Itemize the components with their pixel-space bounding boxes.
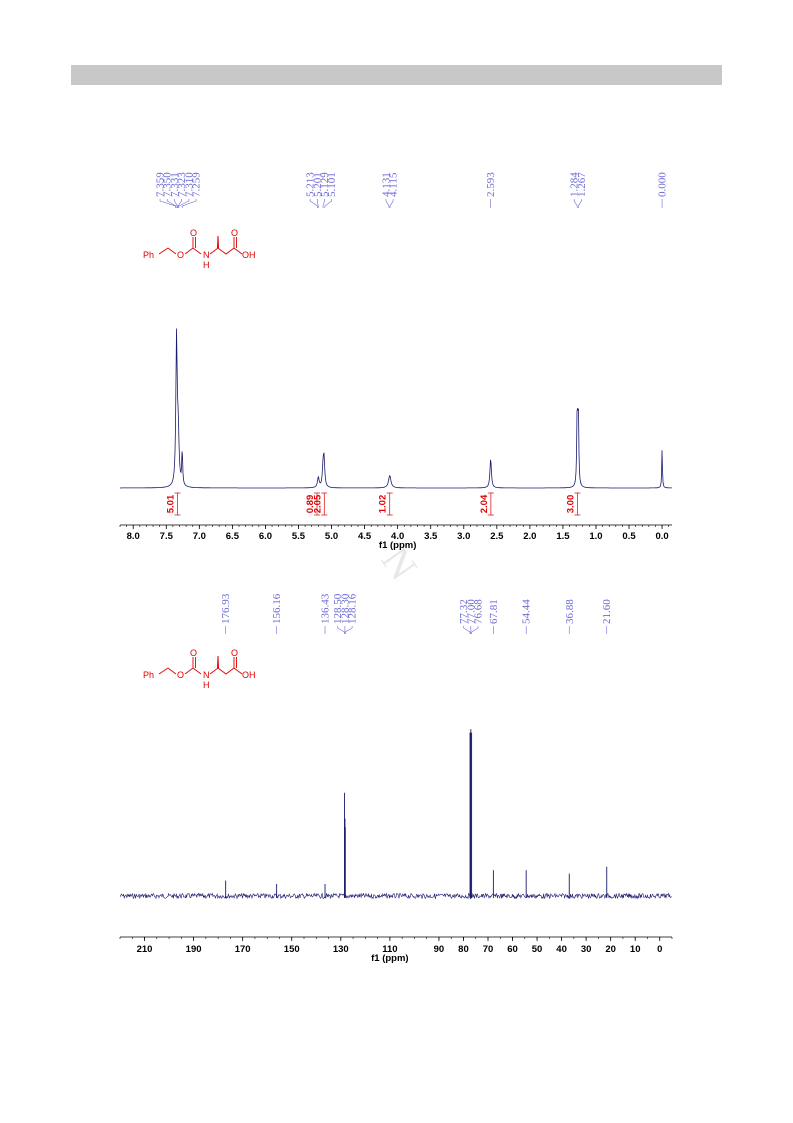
- carbonyl-o-label: O: [190, 228, 197, 238]
- c13-spectrum: 210 190 170 150 130 110 90 80 70 60 50 40 30 20 10 0 f1 …: [119, 593, 673, 964]
- h1-x-tick-label: 6.0: [259, 531, 272, 542]
- h1-integral-value: 2.05: [312, 494, 323, 513]
- ether-o-label: O: [177, 250, 184, 260]
- h1-peak-label: 5.201: [312, 172, 324, 197]
- c13-x-tick-label: 70: [483, 944, 494, 955]
- h1-x-tick-label: 2.5: [490, 531, 504, 542]
- h1-spectrum-line: [120, 328, 672, 489]
- h1-x-tick-label: 6.5: [226, 531, 240, 542]
- h1-integral: 5.01: [166, 492, 181, 516]
- c13-peak-label: 76.68: [473, 599, 485, 624]
- h1-peak-label: 4.131: [380, 172, 392, 197]
- oh-label-c13: OH: [242, 670, 256, 680]
- c13-x-tick-label: 90: [434, 944, 445, 955]
- c13-peak-label: 176.93: [220, 593, 232, 624]
- c13-peak-label: 36.88: [564, 599, 576, 624]
- h1-integral-value: 3.00: [565, 495, 576, 514]
- h1-x-tick-label: 0.5: [622, 531, 636, 542]
- acid-o-label-c13: O: [231, 648, 238, 658]
- c13-peak-label: 128.30: [339, 593, 351, 624]
- h1-peak-label: 7.323: [176, 172, 188, 197]
- c13-x-axis-title: f1 (ppm): [371, 953, 408, 964]
- c13-x-tick-label: 30: [581, 944, 592, 955]
- h1-x-tick-label: 3.5: [424, 531, 438, 542]
- h1-x-tick-label: 1.0: [589, 531, 602, 542]
- n-label: N: [203, 250, 210, 260]
- c13-x-tick-label: 0: [657, 944, 662, 955]
- h1-peak-label: 4.115: [388, 172, 400, 197]
- c13-x-tick-label: 50: [532, 944, 543, 955]
- h-label-c13: H: [203, 680, 210, 690]
- h1-integral: 2.04: [479, 492, 494, 516]
- h-label: H: [203, 260, 210, 270]
- c13-x-tick-label: 150: [284, 944, 300, 955]
- h1-x-tick-label: 4.5: [358, 531, 372, 542]
- h1-integral: 3.00: [565, 492, 581, 516]
- c13-x-tick-label: 190: [186, 944, 202, 955]
- h1-integral: 0.89: [305, 492, 321, 516]
- c13-x-tick-label: 130: [333, 944, 349, 955]
- structure-c13: Ph O O N H O OH: [143, 648, 256, 690]
- carbonyl-o-label-c13: O: [190, 648, 197, 658]
- h1-integral-value: 1.02: [378, 495, 389, 514]
- ph-label-c13: Ph: [143, 670, 154, 680]
- c13-peak-label: 21.60: [601, 599, 613, 624]
- h1-x-tick-label: 2.0: [523, 531, 536, 542]
- h1-x-tick-label: 0.0: [655, 531, 668, 542]
- c13-x-tick-label: 170: [235, 944, 251, 955]
- h1-peak-label: 7.350: [162, 172, 174, 197]
- h1-x-axis-title: f1 (ppm): [379, 540, 416, 551]
- h1-integral-value: 2.04: [479, 494, 490, 513]
- c13-x-tick-label: 60: [507, 944, 518, 955]
- h1-peak-label: 1.284: [569, 172, 581, 197]
- c13-peak-label: 77.00: [465, 599, 477, 624]
- c13-peak-label: 77.32: [458, 599, 470, 624]
- c13-x-tick-label: 210: [137, 944, 153, 955]
- h1-x-tick-label: 1.5: [556, 531, 570, 542]
- h1-integral-value: 5.01: [166, 494, 177, 513]
- h1-peak-label: 5.213: [305, 172, 317, 197]
- h1-x-tick-label: 3.0: [457, 531, 470, 542]
- h1-integral: 2.05: [312, 492, 328, 516]
- h1-peak-label: 0.000: [657, 172, 669, 197]
- h1-peak-label: 7.310: [183, 172, 195, 197]
- h1-x-tick-label: 4.0: [391, 531, 404, 542]
- n-label-c13: N: [203, 670, 210, 680]
- c13-peak-label: 67.81: [488, 599, 500, 624]
- c13-peak-label: 54.44: [521, 599, 533, 624]
- h1-integral-value: 0.89: [305, 495, 316, 514]
- h1-spectrum: 8.0 7.5 7.0 6.5 6.0 5.5 5.0 4.5 4.0 3.5 3.0 2.5 2.0 1…: [119, 172, 672, 551]
- c13-x-tick-label: 110: [382, 944, 397, 955]
- h1-peak-label: 2.593: [485, 172, 497, 197]
- c13-peak-label: 128.16: [347, 593, 359, 624]
- h1-peak-label: 1.267: [576, 172, 588, 197]
- h1-x-tick-label: 5.0: [325, 531, 338, 542]
- c13-x-tick-label: 80: [458, 944, 469, 955]
- header-bar: [71, 65, 722, 85]
- h1-peak-label: 7.359: [155, 172, 167, 197]
- h1-x-tick-label: 8.0: [127, 531, 140, 542]
- c13-x-tick-label: 40: [556, 944, 567, 955]
- h1-x-tick-label: 5.5: [292, 531, 306, 542]
- structure-h1: Ph O O N H O OH: [143, 228, 256, 270]
- ether-o-label-c13: O: [177, 670, 184, 680]
- h1-x-tick-label: 7.0: [193, 531, 206, 542]
- c13-x-tick-label: 10: [630, 944, 641, 955]
- c13-peak-label: 136.43: [320, 593, 332, 624]
- ph-label: Ph: [143, 250, 154, 260]
- c13-peak-label: 128.50: [332, 593, 344, 624]
- h1-x-tick-label: 7.5: [160, 531, 174, 542]
- h1-peak-label: 7.259: [191, 172, 203, 197]
- oh-label: OH: [242, 250, 256, 260]
- c13-peak-label: 156.16: [271, 593, 283, 624]
- c13-baseline: [119, 892, 672, 900]
- h1-peak-label: 7.331: [169, 172, 181, 197]
- h1-peak-label: 5.101: [326, 172, 338, 197]
- c13-x-tick-label: 20: [605, 944, 616, 955]
- h1-integral: 1.02: [378, 492, 393, 516]
- acid-o-label: O: [231, 228, 238, 238]
- h1-peak-label: 5.129: [319, 172, 331, 197]
